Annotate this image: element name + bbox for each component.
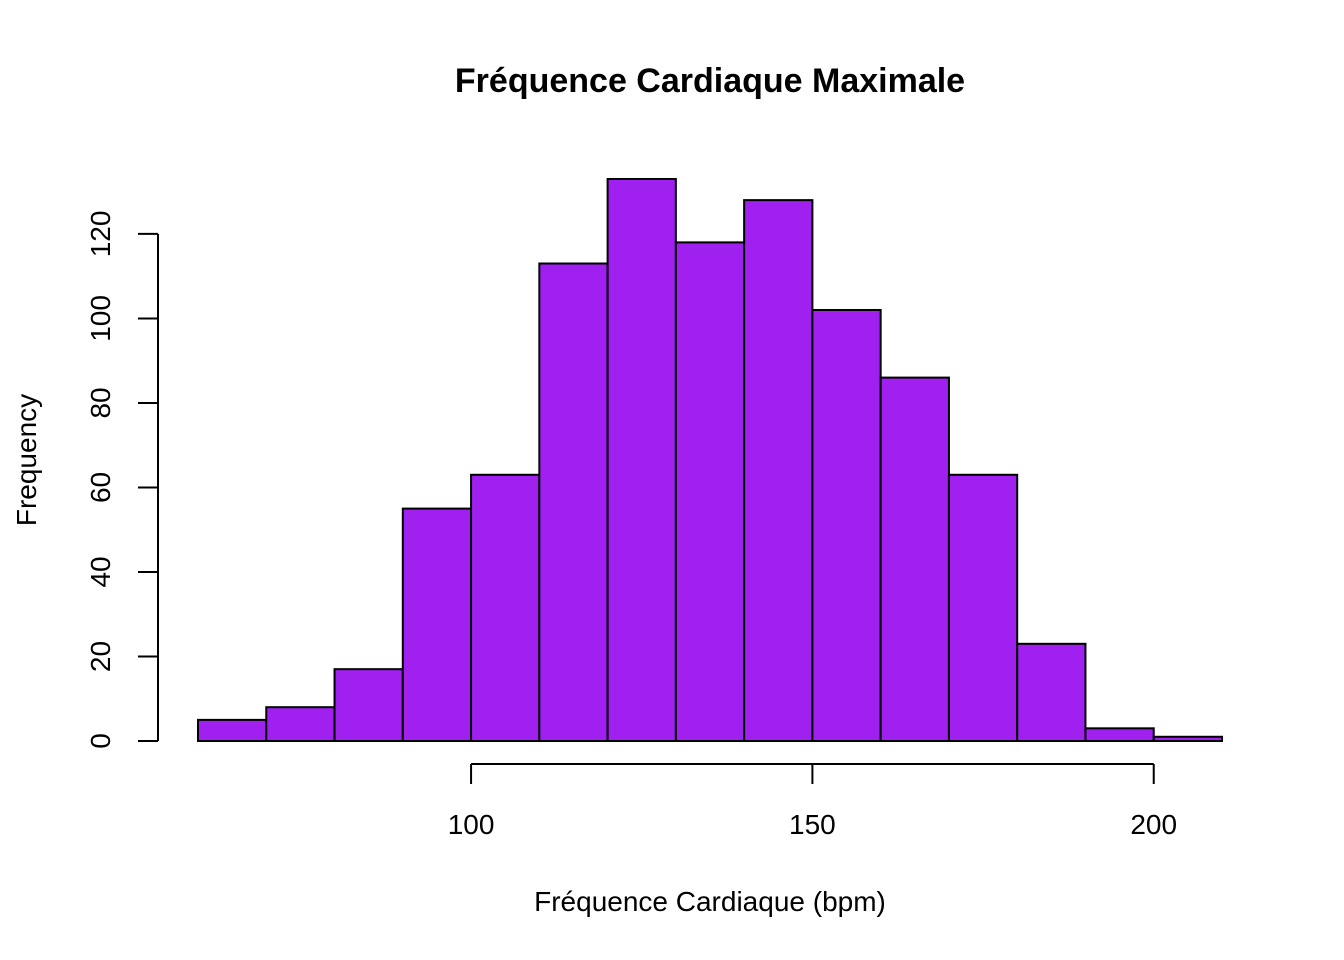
y-tick-label: 100	[85, 295, 116, 342]
histogram-bar	[333, 668, 404, 742]
histogram-bar	[265, 706, 336, 743]
x-tick-label: 200	[1130, 809, 1177, 840]
histogram-bar	[811, 308, 882, 742]
x-axis-label: Fréquence Cardiaque (bpm)	[534, 886, 886, 917]
x-axis: 100 150 200	[448, 763, 1177, 840]
histogram-bar	[1152, 735, 1223, 742]
histogram-bar	[947, 473, 1019, 742]
y-axis: 0 20 40 60 80 100 120	[85, 211, 159, 749]
histogram-bar	[470, 473, 541, 742]
y-tick-label: 60	[85, 472, 116, 503]
y-tick-label: 40	[85, 556, 116, 587]
chart-title: Fréquence Cardiaque Maximale	[455, 62, 965, 100]
histogram-bar	[1084, 727, 1155, 742]
histogram-bar	[197, 718, 268, 743]
y-axis-label: Frequency	[11, 394, 42, 526]
y-tick-label: 120	[85, 211, 116, 258]
histogram-bar	[1016, 642, 1087, 742]
y-tick-label: 80	[85, 387, 116, 418]
x-tick-label: 100	[448, 809, 495, 840]
x-tick-label: 150	[789, 809, 836, 840]
histogram-bar	[401, 507, 473, 743]
y-tick-label: 0	[85, 733, 116, 749]
histogram-bar	[674, 241, 746, 742]
histogram-bar	[538, 262, 609, 742]
histogram-bar	[743, 199, 814, 743]
histogram-bar	[606, 178, 677, 742]
y-tick-label: 20	[85, 641, 116, 672]
histogram-bar	[879, 376, 950, 742]
bars-group	[197, 178, 1223, 743]
